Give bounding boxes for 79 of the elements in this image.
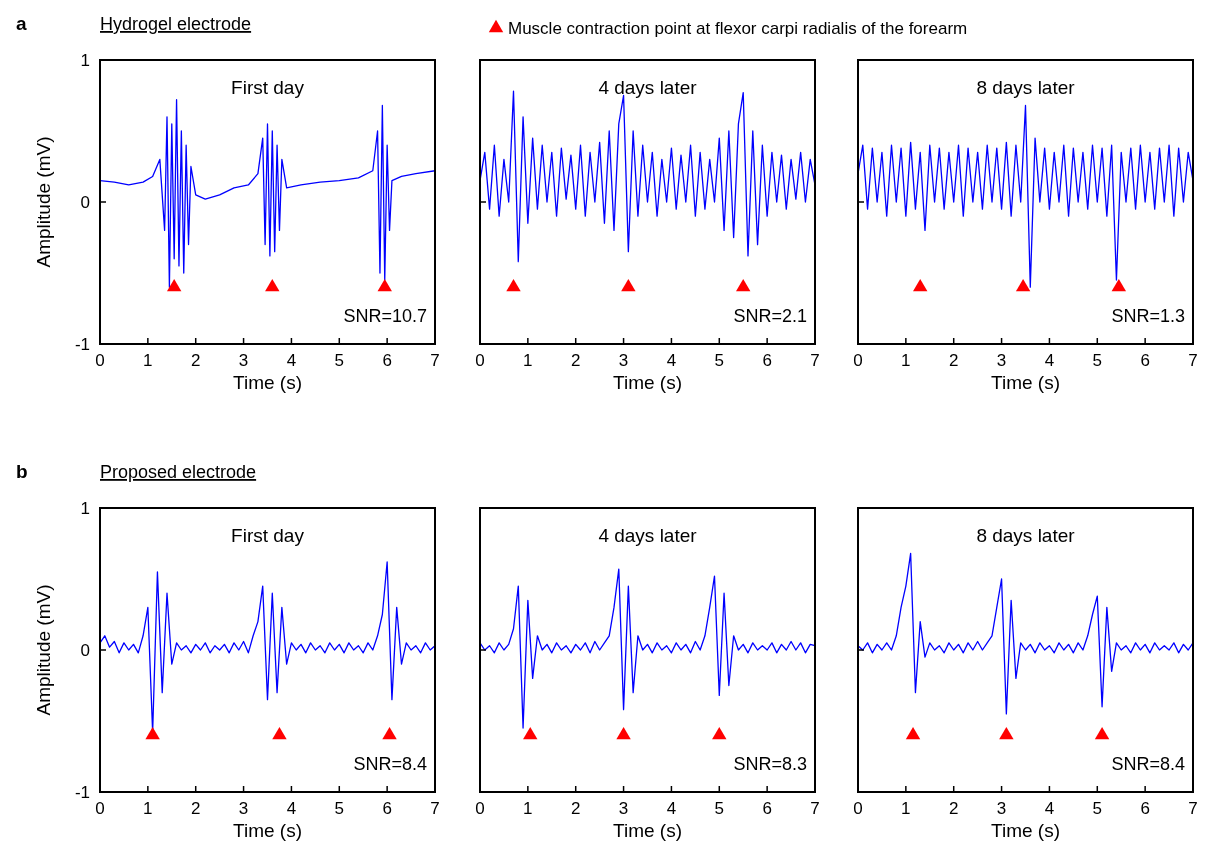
x-tick-label: 6 xyxy=(762,799,772,818)
x-tick-label: 2 xyxy=(570,351,581,370)
x-tick-label: 5 xyxy=(714,799,725,818)
text: a xyxy=(16,13,27,34)
x-tick-label: 3 xyxy=(996,799,1007,818)
x-tick-label: 3 xyxy=(238,799,249,818)
y-tick-label: -1 xyxy=(74,334,90,354)
x-tick-label: 1 xyxy=(523,351,533,370)
annotation: SNR=8.3 xyxy=(733,754,807,774)
x-tick-label: 6 xyxy=(382,351,392,370)
annotation: SNR=10.7 xyxy=(343,306,427,326)
x-tick-label: 1 xyxy=(143,799,153,818)
x-tick-label: 5 xyxy=(334,351,345,370)
x-tick-label: 1 xyxy=(901,799,911,818)
y-axis-title: Amplitude (mV) xyxy=(33,136,54,268)
x-tick-label: 5 xyxy=(714,351,725,370)
x-tick-label: 4 xyxy=(286,799,297,818)
x-tick-label: 2 xyxy=(948,351,959,370)
annotation: SNR=8.4 xyxy=(353,754,427,774)
x-tick-label: 6 xyxy=(382,799,392,818)
annotation: SNR=1.3 xyxy=(1111,306,1185,326)
x-tick-label: 3 xyxy=(618,351,629,370)
text: First day xyxy=(231,525,305,546)
x-tick-label: 0 xyxy=(95,799,105,818)
x-tick-label: 2 xyxy=(190,351,201,370)
text: b xyxy=(16,461,28,482)
y-tick-label: 0 xyxy=(80,192,90,212)
x-axis-title: Time (s) xyxy=(613,372,682,393)
x-tick-label: 2 xyxy=(570,799,581,818)
annotation: SNR=2.1 xyxy=(733,306,807,326)
x-tick-label: 1 xyxy=(901,351,911,370)
text: First day xyxy=(231,77,305,98)
x-tick-label: 0 xyxy=(475,351,485,370)
y-tick-label: 1 xyxy=(80,50,90,70)
x-tick-label: 7 xyxy=(810,351,820,370)
x-tick-label: 4 xyxy=(286,351,297,370)
x-tick-label: 0 xyxy=(475,799,485,818)
x-axis-title: Time (s) xyxy=(613,820,682,841)
x-tick-label: 4 xyxy=(1044,799,1055,818)
text: 4 days later xyxy=(598,525,698,546)
y-tick-label: 0 xyxy=(80,640,90,660)
x-tick-label: 5 xyxy=(334,799,345,818)
x-tick-label: 1 xyxy=(143,351,153,370)
x-tick-label: 5 xyxy=(1092,351,1103,370)
y-tick-label: 1 xyxy=(80,498,90,518)
text: 4 days later xyxy=(598,77,698,98)
x-tick-label: 3 xyxy=(996,351,1007,370)
chart-subtitle: Proposed electrode xyxy=(100,462,257,482)
x-axis-title: Time (s) xyxy=(233,372,302,393)
x-tick-label: 2 xyxy=(948,799,959,818)
legend-label: Muscle contraction point at flexor carpi radialis of the forearm xyxy=(508,19,968,38)
x-tick-label: 7 xyxy=(1188,351,1198,370)
x-tick-label: 4 xyxy=(666,351,677,370)
x-axis-title: Time (s) xyxy=(233,820,302,841)
y-axis-title: Amplitude (mV) xyxy=(33,584,54,716)
x-tick-label: 4 xyxy=(1044,351,1055,370)
x-tick-label: 7 xyxy=(810,799,820,818)
x-tick-label: 5 xyxy=(1092,799,1103,818)
x-tick-label: 7 xyxy=(430,799,440,818)
chart-subtitle: Hydrogel electrode xyxy=(100,14,252,34)
x-tick-label: 0 xyxy=(853,799,863,818)
x-tick-label: 7 xyxy=(430,351,440,370)
x-axis-title: Time (s) xyxy=(991,820,1060,841)
x-tick-label: 6 xyxy=(1140,799,1150,818)
x-tick-label: 1 xyxy=(523,799,533,818)
x-tick-label: 7 xyxy=(1188,799,1198,818)
text: 8 days later xyxy=(976,525,1076,546)
x-axis-title: Time (s) xyxy=(991,372,1060,393)
x-tick-label: 0 xyxy=(853,351,863,370)
x-tick-label: 6 xyxy=(762,351,772,370)
x-tick-label: 3 xyxy=(238,351,249,370)
text: 8 days later xyxy=(976,77,1076,98)
y-tick-label: -1 xyxy=(74,782,90,802)
x-tick-label: 2 xyxy=(190,799,201,818)
x-tick-label: 0 xyxy=(95,351,105,370)
annotation: SNR=8.4 xyxy=(1111,754,1185,774)
x-tick-label: 6 xyxy=(1140,351,1150,370)
x-tick-label: 3 xyxy=(618,799,629,818)
x-tick-label: 4 xyxy=(666,799,677,818)
